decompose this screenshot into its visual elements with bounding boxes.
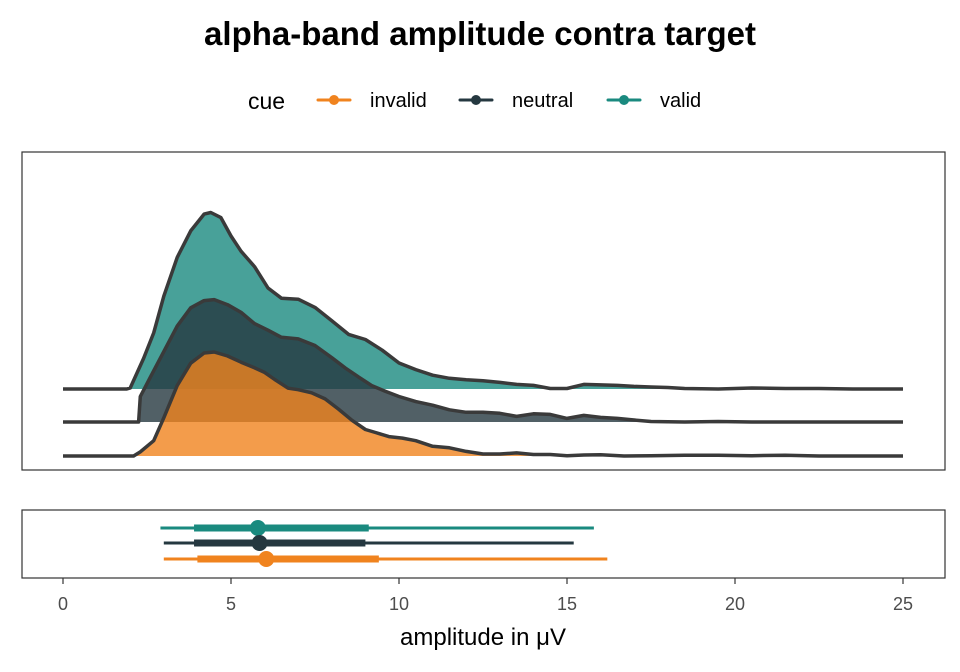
- chart-title: alpha-band amplitude contra target: [204, 15, 756, 52]
- legend-key-dot-invalid: [329, 95, 339, 105]
- ridge-outline-neutral: [63, 297, 903, 424]
- x-tick-label: 5: [226, 594, 236, 614]
- interval-neutral: [163, 535, 574, 551]
- density-ridges: [63, 210, 903, 458]
- interval-median-neutral: [251, 535, 268, 551]
- interval-median-valid: [249, 520, 266, 536]
- interval-valid: [160, 520, 594, 536]
- legend-title: cue: [248, 88, 285, 114]
- ridge-invalid: [63, 350, 903, 458]
- legend-label-invalid: invalid: [370, 90, 427, 112]
- legend-item-invalid: invalid: [316, 90, 427, 112]
- legend-label-neutral: neutral: [512, 90, 573, 112]
- ridge-fill-invalid: [63, 352, 903, 456]
- x-axis-title: amplitude in μV: [400, 624, 566, 651]
- interval-summaries: [160, 520, 608, 567]
- legend-key-dot-valid: [619, 95, 629, 105]
- interval-invalid: [163, 551, 608, 567]
- legend-label-valid: valid: [660, 90, 701, 112]
- interval-median-invalid: [258, 551, 275, 567]
- x-tick-label: 25: [893, 594, 913, 614]
- interval-panel-border: [21, 509, 946, 579]
- x-tick-label: 10: [389, 594, 409, 614]
- x-tick-label: 0: [58, 594, 68, 614]
- x-tick-label: 20: [725, 594, 745, 614]
- x-tick-label: 15: [557, 594, 577, 614]
- density-panel-border: [21, 151, 946, 471]
- legend: cue invalid neutral valid: [248, 88, 701, 114]
- ridge-outline-valid: [63, 210, 903, 391]
- x-axis: 0 5 10 15 20 25: [58, 578, 913, 614]
- legend-key-dot-neutral: [471, 95, 481, 105]
- ridge-outline-invalid: [63, 350, 903, 458]
- legend-item-valid: valid: [606, 90, 701, 112]
- legend-item-neutral: neutral: [458, 90, 573, 112]
